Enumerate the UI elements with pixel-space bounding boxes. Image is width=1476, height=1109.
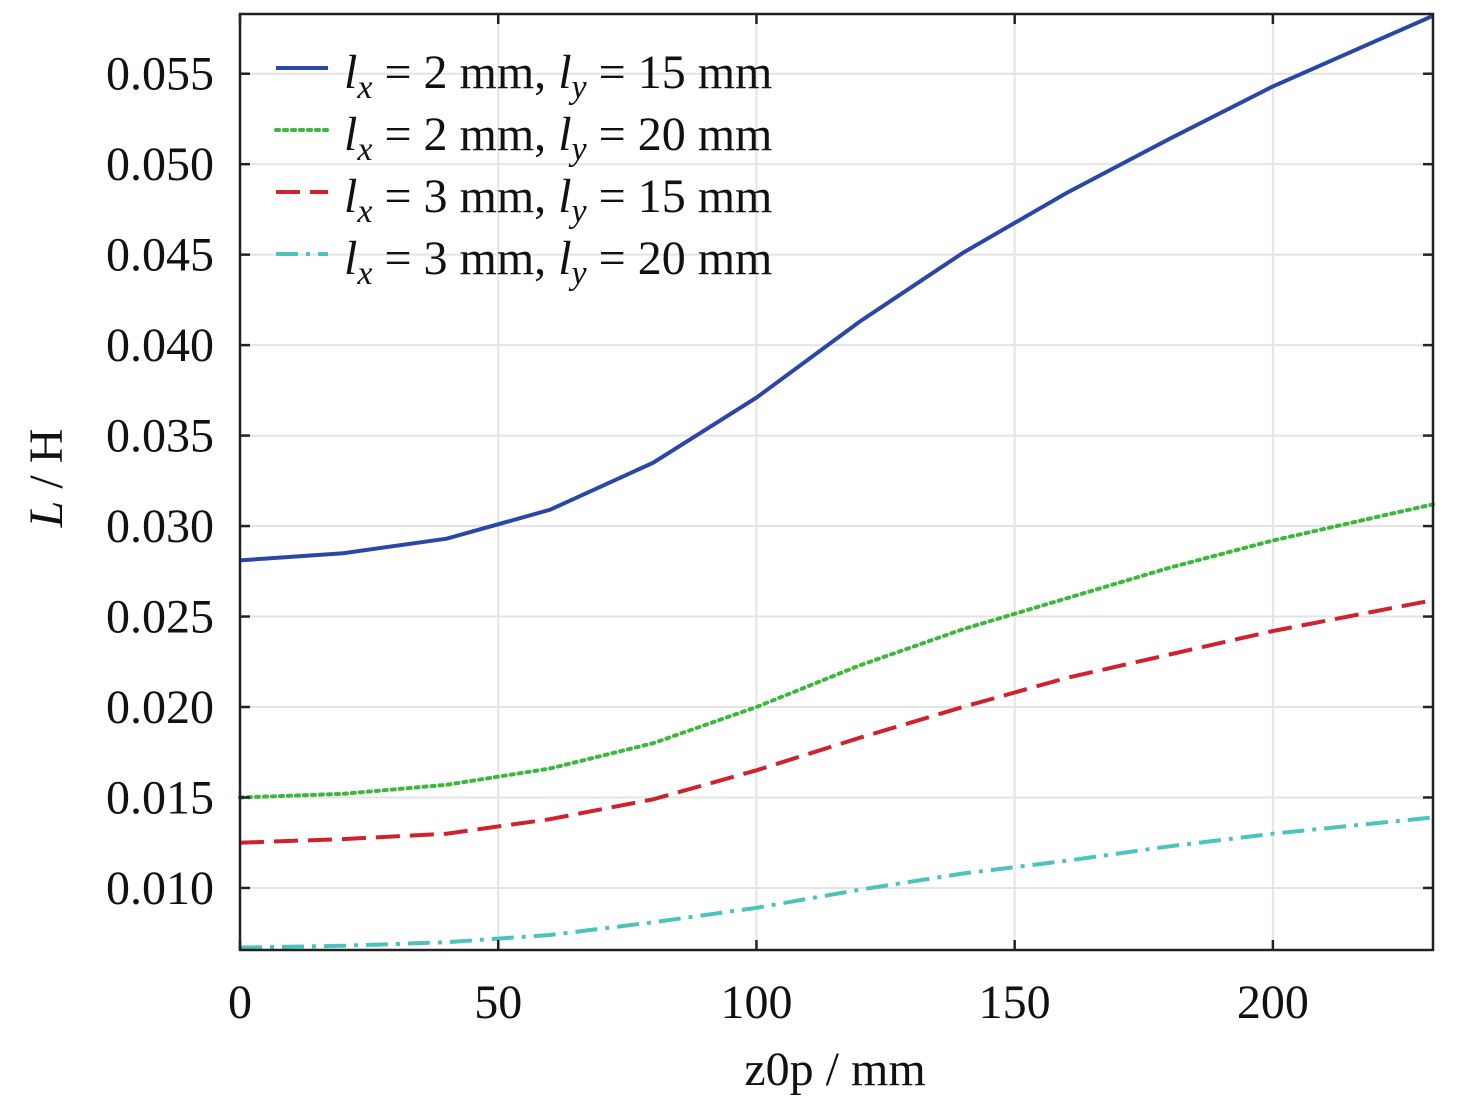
y-tick-label: 0.045 (106, 229, 214, 282)
y-tick-label: 0.020 (106, 681, 214, 734)
y-tick-label: 0.025 (106, 591, 214, 644)
series-line (239, 598, 1434, 845)
y-tick-label: 0.015 (106, 771, 214, 824)
y-tick-label: 0.010 (106, 862, 214, 915)
series-line (239, 815, 1434, 950)
x-tick-label: 50 (474, 976, 522, 1029)
y-tick-label: 0.040 (106, 319, 214, 372)
ticks: 0 50 100 150 200 0.010 0.015 0.020 0.025 0.030 0.0… (106, 14, 1433, 1029)
legend-label: lx = 3 mm, ly = 20 mm (344, 232, 772, 292)
x-tick-label: 150 (979, 976, 1051, 1029)
series-line (238, 502, 1435, 800)
legend-label: lx = 3 mm, ly = 15 mm (344, 170, 772, 230)
series-line (239, 13, 1434, 563)
x-tick-label: 200 (1237, 976, 1309, 1029)
y-tick-label: 0.055 (106, 48, 214, 101)
x-tick-label: 100 (720, 976, 792, 1029)
grid (239, 14, 1433, 950)
y-tick-label: 0.030 (106, 500, 214, 553)
x-axis-label: z0p / mm (744, 1043, 925, 1096)
y-axis-label: L / H (20, 429, 73, 529)
y-tick-label: 0.050 (106, 138, 214, 191)
legend-label: lx = 2 mm, ly = 20 mm (344, 108, 772, 168)
x-tick-label: 0 (228, 976, 252, 1029)
y-tick-label: 0.035 (106, 410, 214, 463)
plot-frame (238, 12, 1435, 952)
series-lines (238, 13, 1435, 950)
legend-label: lx = 2 mm, ly = 15 mm (344, 46, 772, 106)
